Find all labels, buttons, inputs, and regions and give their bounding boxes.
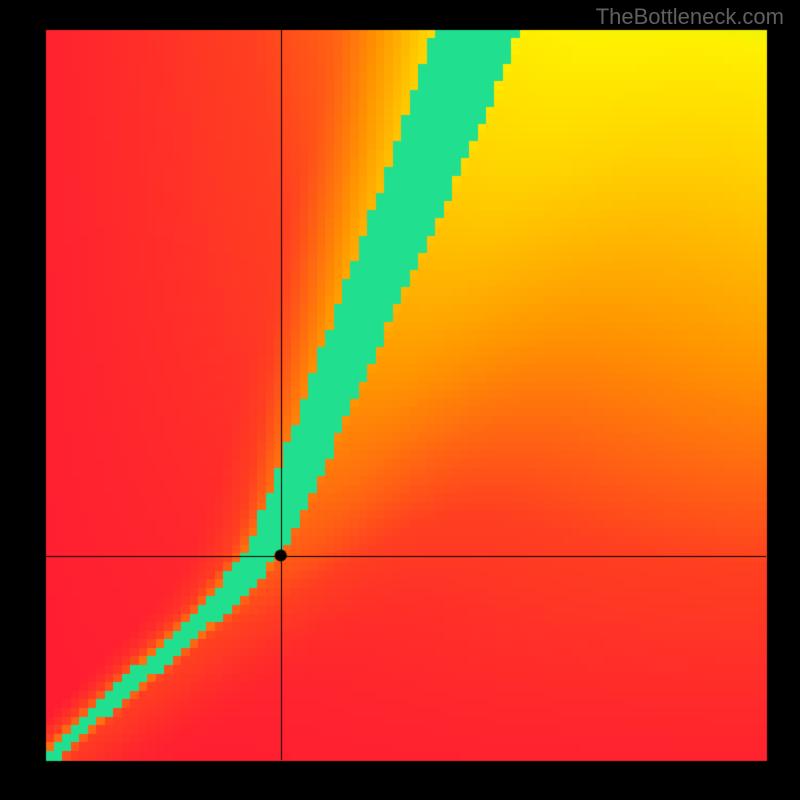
watermark-text: TheBottleneck.com	[596, 4, 784, 30]
chart-container: TheBottleneck.com	[0, 0, 800, 800]
heatmap-canvas	[0, 0, 800, 800]
